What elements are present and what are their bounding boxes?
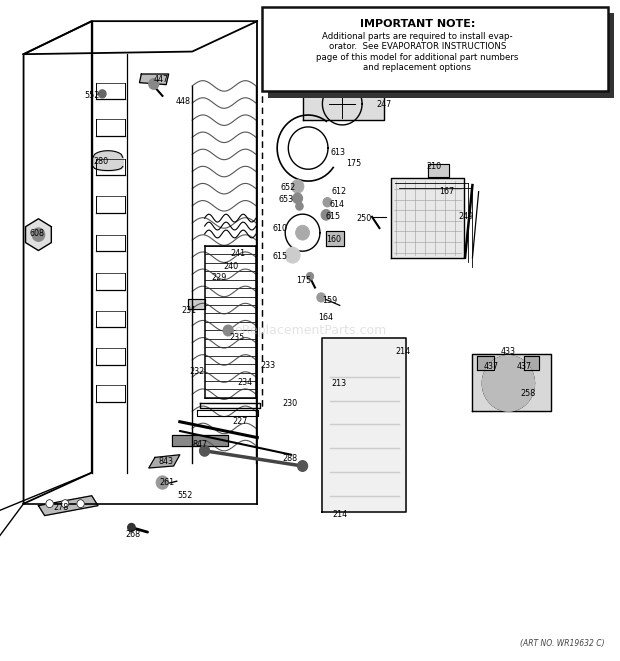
Polygon shape — [391, 178, 464, 258]
Text: 241: 241 — [231, 249, 246, 258]
Circle shape — [156, 476, 169, 489]
Circle shape — [32, 228, 45, 241]
Circle shape — [298, 461, 308, 471]
Text: 235: 235 — [229, 332, 244, 342]
Text: 249: 249 — [459, 212, 474, 221]
Text: 552: 552 — [177, 491, 192, 500]
Circle shape — [99, 90, 106, 98]
Circle shape — [61, 500, 69, 508]
Circle shape — [46, 500, 53, 508]
Polygon shape — [188, 299, 205, 309]
Text: 268: 268 — [126, 529, 141, 539]
Polygon shape — [172, 435, 228, 446]
Text: 164: 164 — [318, 313, 333, 322]
Polygon shape — [326, 231, 344, 246]
Text: 247: 247 — [377, 100, 392, 109]
Text: 613: 613 — [330, 147, 345, 157]
Circle shape — [293, 193, 303, 204]
Text: 213: 213 — [332, 379, 347, 388]
Text: 843: 843 — [159, 457, 174, 466]
Text: eReplacementParts.com: eReplacementParts.com — [234, 324, 386, 337]
Circle shape — [482, 356, 534, 411]
Text: (ART NO. WR19632 C): (ART NO. WR19632 C) — [520, 639, 604, 648]
Text: 214: 214 — [332, 510, 347, 519]
Text: 612: 612 — [332, 187, 347, 196]
Text: 210: 210 — [427, 162, 441, 171]
Circle shape — [128, 524, 135, 531]
Text: 175: 175 — [296, 276, 311, 286]
Circle shape — [223, 325, 233, 336]
Text: IMPORTANT NOTE:: IMPORTANT NOTE: — [360, 19, 475, 28]
Text: 227: 227 — [233, 417, 248, 426]
Text: 614: 614 — [329, 200, 344, 210]
Text: 231: 231 — [182, 306, 197, 315]
Text: 233: 233 — [260, 361, 275, 370]
Circle shape — [200, 446, 210, 456]
Text: 258: 258 — [521, 389, 536, 398]
Polygon shape — [140, 74, 169, 85]
Text: 232: 232 — [190, 367, 205, 376]
Circle shape — [291, 180, 304, 193]
Polygon shape — [303, 86, 384, 120]
Circle shape — [323, 198, 332, 207]
Circle shape — [306, 272, 314, 280]
FancyBboxPatch shape — [262, 7, 608, 91]
Text: 167: 167 — [439, 187, 454, 196]
Text: 229: 229 — [212, 273, 227, 282]
Text: 234: 234 — [237, 377, 252, 387]
Polygon shape — [38, 496, 98, 516]
Text: 615: 615 — [326, 212, 341, 221]
Circle shape — [296, 225, 309, 240]
Text: 280: 280 — [93, 157, 108, 167]
Polygon shape — [428, 164, 449, 177]
Text: 437: 437 — [516, 362, 531, 371]
Circle shape — [296, 202, 303, 210]
Text: 433: 433 — [501, 347, 516, 356]
Polygon shape — [524, 356, 539, 370]
Polygon shape — [472, 354, 551, 411]
Text: 278: 278 — [53, 503, 68, 512]
Polygon shape — [477, 356, 494, 370]
Text: 160: 160 — [326, 235, 341, 244]
Text: 610: 610 — [273, 223, 288, 233]
Text: 437: 437 — [484, 362, 499, 371]
Text: Additional parts are required to install evap-
orator.  See EVAPORATOR INSTRUCTI: Additional parts are required to install… — [316, 32, 518, 72]
Text: 447: 447 — [154, 75, 169, 84]
Text: 652: 652 — [281, 183, 296, 192]
FancyBboxPatch shape — [268, 13, 614, 98]
Text: 847: 847 — [192, 440, 207, 449]
Circle shape — [321, 210, 331, 220]
Text: 175: 175 — [347, 159, 361, 169]
Text: 552: 552 — [84, 91, 99, 100]
Text: 615: 615 — [273, 252, 288, 261]
Text: 159: 159 — [322, 296, 337, 305]
Text: 261: 261 — [160, 478, 175, 487]
Circle shape — [285, 247, 300, 263]
Text: 448: 448 — [175, 97, 190, 106]
Text: 608: 608 — [30, 229, 45, 239]
Text: 240: 240 — [224, 262, 239, 271]
Circle shape — [77, 500, 84, 508]
Text: 653: 653 — [279, 195, 294, 204]
Circle shape — [149, 79, 159, 89]
Polygon shape — [25, 219, 51, 251]
Polygon shape — [149, 455, 180, 468]
Text: 214: 214 — [396, 347, 410, 356]
Text: 250: 250 — [356, 214, 371, 223]
Polygon shape — [322, 338, 406, 512]
Text: 230: 230 — [283, 399, 298, 408]
Circle shape — [317, 293, 326, 302]
Text: 288: 288 — [283, 454, 298, 463]
